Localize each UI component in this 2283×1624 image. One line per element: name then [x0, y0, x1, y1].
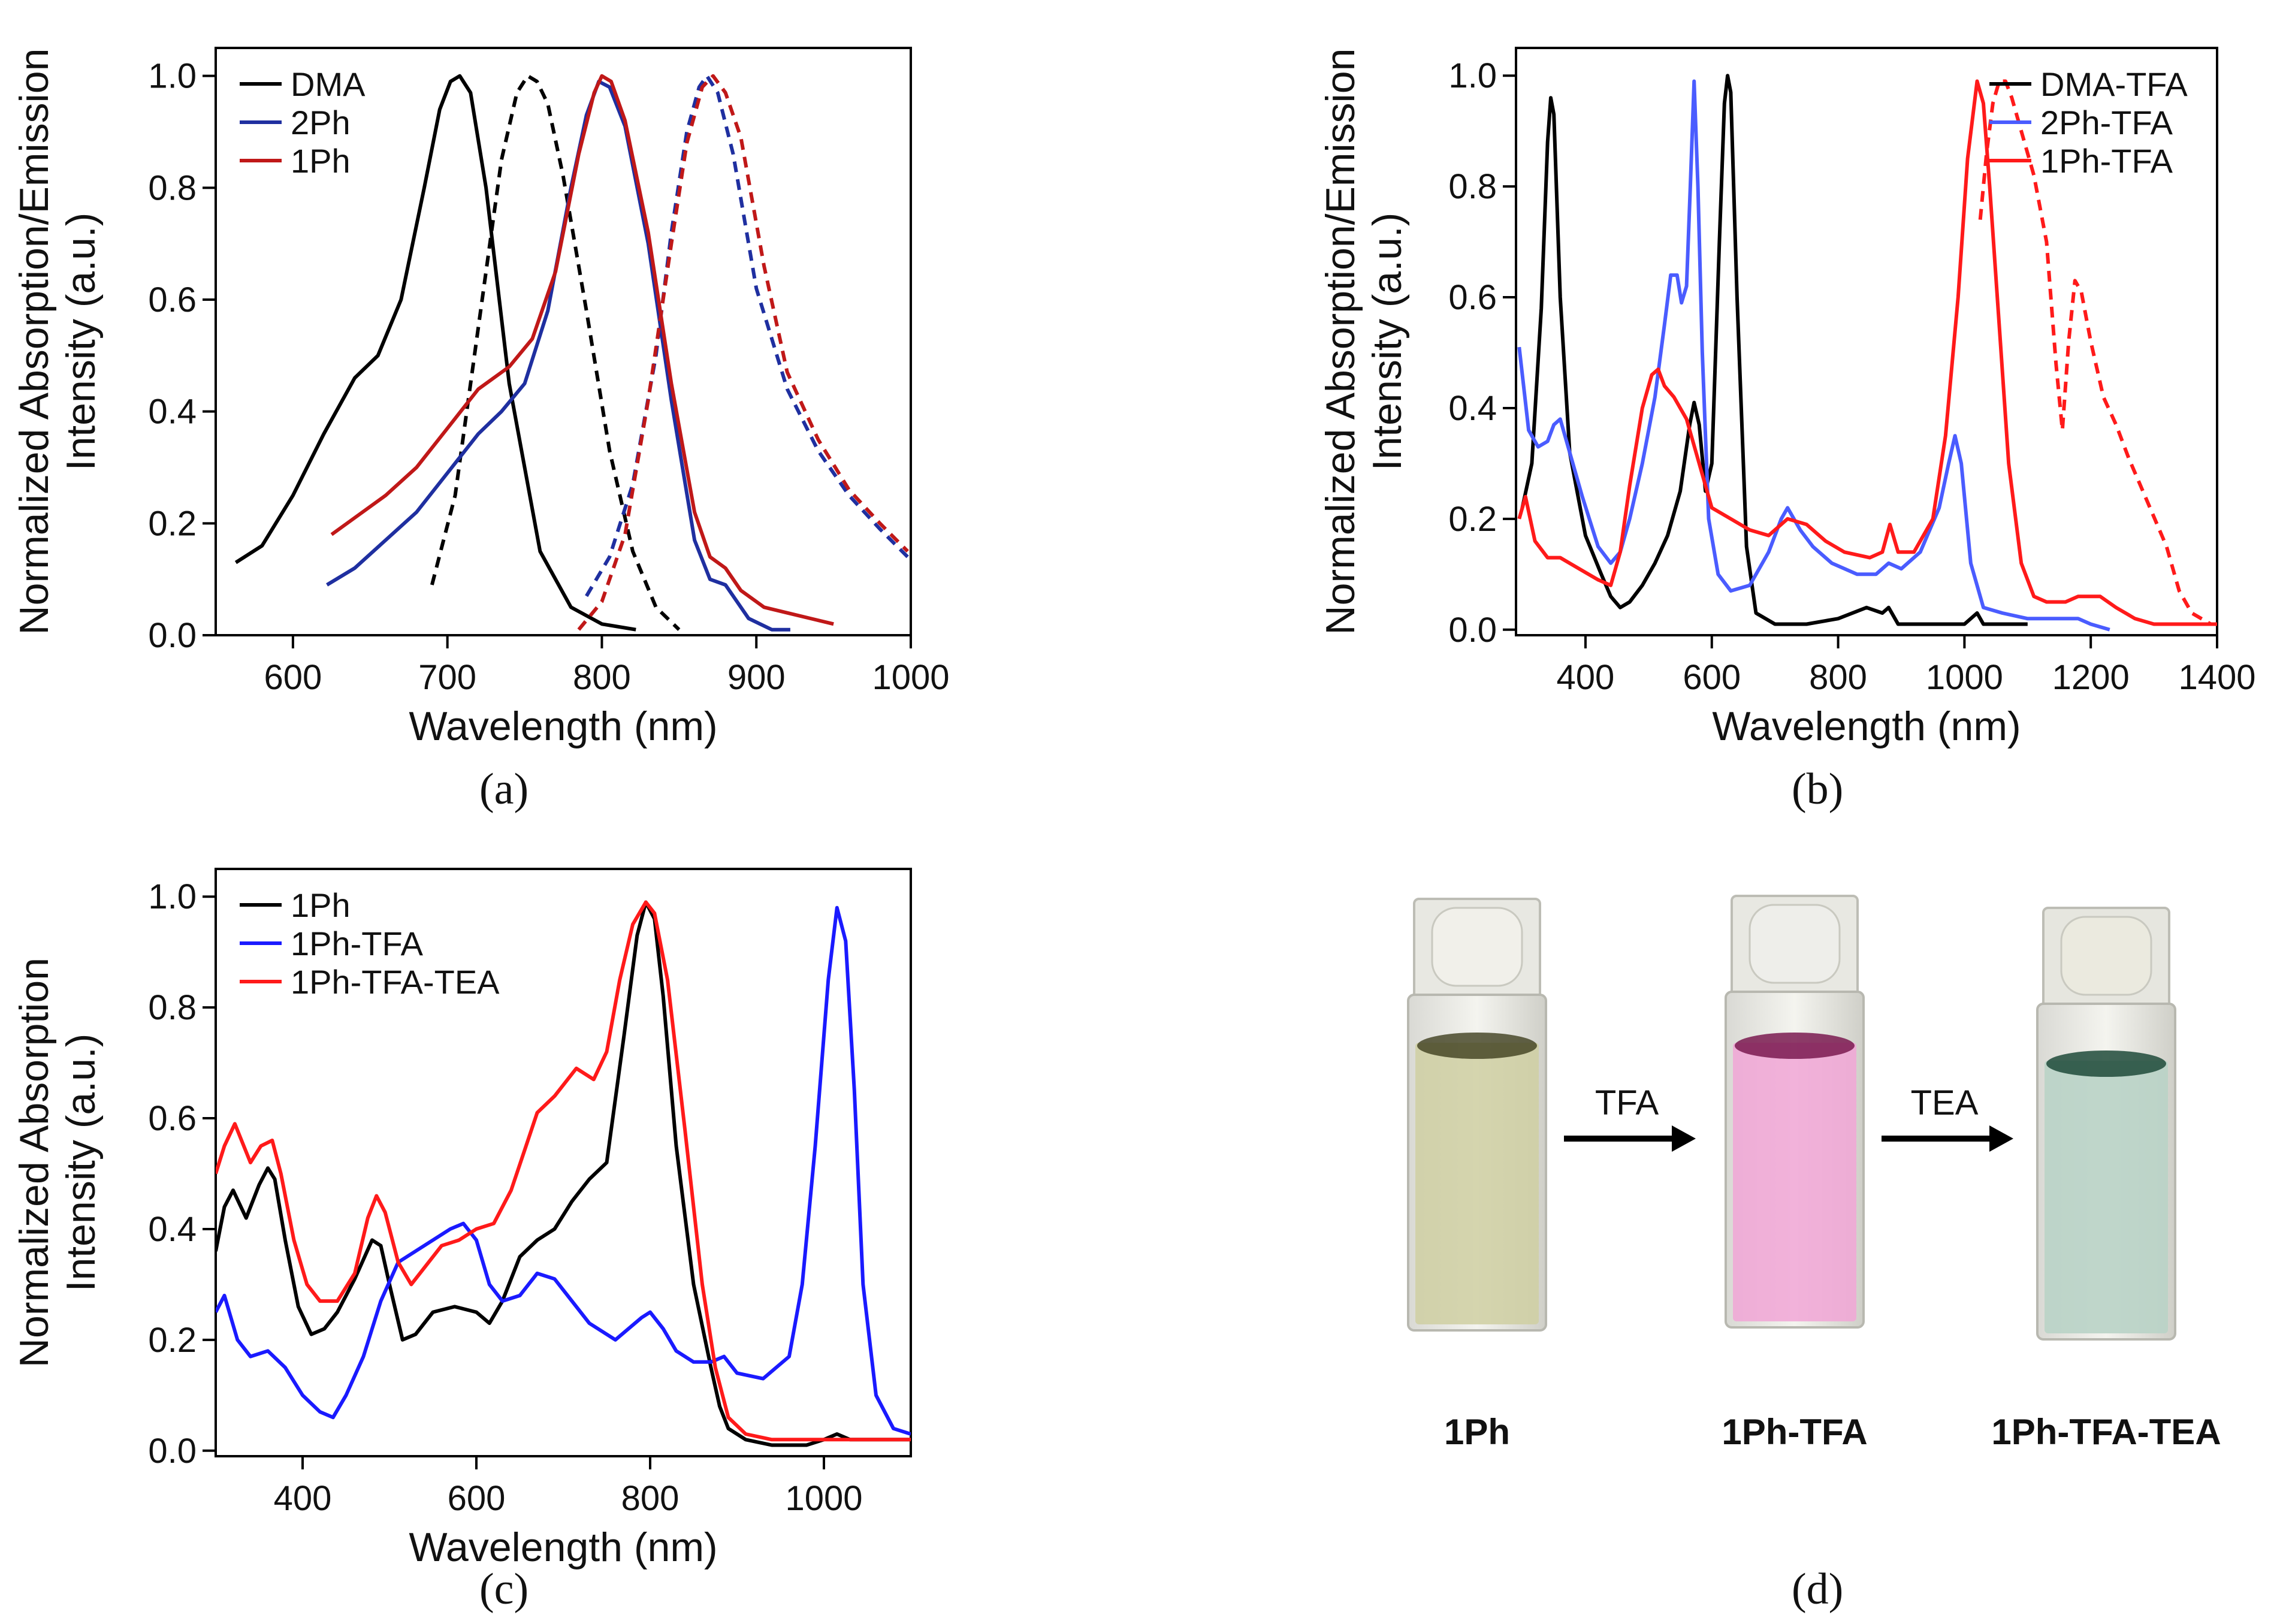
y-axis-label: Intensity (a.u.) [58, 213, 104, 471]
series-line-2ph [326, 80, 790, 632]
x-tick-label: 400 [274, 1479, 332, 1518]
series-line-dma [234, 74, 636, 632]
y-axis-label: Normalized Absorption/Emission [1318, 49, 1363, 635]
chart-panel-b: 400 600 800 1000 1200 1400 0.0 0.2 0.4 0.6 0.8 1.0 W… [1318, 47, 2256, 749]
series-line-1ph-tfa [216, 905, 911, 1436]
cuvette-1ph [1407, 898, 1547, 1332]
legend-label: 1Ph-TFA [291, 925, 424, 962]
x-tick-label: 700 [418, 658, 476, 697]
legend-label: 1Ph-TFA-TEA [291, 963, 500, 1001]
cuvette-photo: TFA TEA 1Ph 1Ph-TFA 1Ph-TFA-TEA [1407, 895, 2221, 1452]
panel-label-a: (a) [479, 765, 529, 814]
x-tick-label: 1400 [2178, 658, 2255, 697]
panel-label-c: (c) [479, 1565, 529, 1614]
legend-label: 1Ph [291, 142, 351, 180]
x-tick-label: 600 [264, 658, 322, 697]
y-tick-label: 0.8 [148, 168, 197, 207]
x-axis-label: Wavelength (nm) [409, 704, 717, 749]
arrow-label-tfa: TFA [1595, 1083, 1659, 1122]
x-tick-label: 1000 [785, 1479, 862, 1518]
series-line-1ph [216, 900, 911, 1447]
legend-label: DMA-TFA [2040, 65, 2188, 103]
y-tick-label: 0.6 [1448, 278, 1497, 317]
arrow-tfa [1564, 1125, 1696, 1152]
cuvette-label-1ph: 1Ph [1444, 1412, 1510, 1452]
y-axis-label: Intensity (a.u.) [58, 1034, 104, 1292]
y-axis-label: Intensity (a.u.) [1364, 213, 1410, 471]
legend-label: DMA [291, 65, 366, 103]
x-tick-label: 1000 [1926, 658, 2003, 697]
x-axis-label: Wavelength (nm) [1712, 704, 2021, 749]
y-tick-label: 0.8 [148, 988, 197, 1027]
solution-1ph-tfa-tea [2045, 1061, 2168, 1333]
x-tick-label: 800 [1809, 658, 1867, 697]
x-tick-label: 1200 [2052, 658, 2130, 697]
cuvette-1ph-tfa [1725, 895, 1865, 1329]
cuvette-1ph-tfa-tea [2036, 907, 2176, 1341]
x-tick-label: 400 [1557, 658, 1615, 697]
series-line-1ph [330, 74, 834, 626]
solution-1ph [1415, 1043, 1539, 1324]
y-tick-label: 1.0 [1448, 56, 1497, 95]
series-line-1ph-tfa-emission [1978, 79, 2212, 626]
x-tick-label: 800 [573, 658, 631, 697]
y-tick-label: 0.4 [148, 1210, 197, 1249]
legend-label: 2Ph [291, 104, 351, 141]
plot-frame [215, 868, 912, 1457]
y-tick-label: 1.0 [148, 877, 197, 916]
cuvette-label-1ph-tfa: 1Ph-TFA [1722, 1412, 1867, 1452]
y-axis-label: Normalized Absorption [11, 958, 57, 1368]
x-tick-label: 600 [448, 1479, 506, 1518]
series-line-1ph-tfa-tea [216, 900, 911, 1442]
y-tick-label: 0.2 [148, 1321, 197, 1360]
legend-label: 2Ph-TFA [2040, 104, 2173, 141]
series-line-2ph-tfa [1517, 79, 2110, 632]
y-tick-label: 0.6 [148, 280, 197, 319]
y-tick-label: 0.0 [148, 616, 197, 655]
y-tick-label: 0.0 [1448, 611, 1497, 650]
arrow-tea [1882, 1125, 2013, 1152]
arrow-label-tea: TEA [1911, 1083, 1979, 1122]
panel-label-b: (b) [1792, 765, 1844, 814]
panel-label-d: (d) [1792, 1565, 1844, 1614]
series-line-dma-emission [430, 74, 681, 631]
x-axis-label: Wavelength (nm) [409, 1525, 717, 1570]
legend-label: 1Ph [291, 886, 351, 924]
y-tick-label: 0.0 [148, 1432, 197, 1471]
chart-panel-a: 600 700 800 900 1000 0.0 0.2 0.4 0.6 0.8 1.0 Wavele… [11, 47, 950, 749]
series-line-2ph-emission [585, 74, 909, 597]
y-tick-label: 0.2 [1448, 500, 1497, 539]
chart-panel-c: 400 600 800 1000 0.0 0.2 0.4 0.6 0.8 1.0 Wavelengt… [11, 868, 912, 1570]
y-tick-label: 0.4 [1448, 389, 1497, 428]
cuvette-label-1ph-tfa-tea: 1Ph-TFA-TEA [1991, 1412, 2221, 1452]
plot-frame [1515, 47, 2218, 636]
series-line-1ph-tfa [1517, 79, 2217, 626]
y-tick-label: 1.0 [148, 57, 197, 96]
solution-1ph-tfa [1733, 1043, 1856, 1321]
x-tick-label: 900 [727, 658, 786, 697]
series-line-1ph-emission [577, 74, 909, 631]
x-tick-label: 600 [1683, 658, 1741, 697]
y-tick-label: 0.6 [148, 1099, 197, 1138]
y-axis-label: Normalized Absorption/Emission [11, 49, 57, 635]
x-tick-label: 800 [621, 1479, 680, 1518]
x-tick-label: 1000 [872, 658, 949, 697]
y-tick-label: 0.2 [148, 504, 197, 543]
legend-label: 1Ph-TFA [2040, 142, 2173, 180]
y-tick-label: 0.8 [1448, 167, 1497, 206]
y-tick-label: 0.4 [148, 393, 197, 431]
plot-frame [215, 47, 912, 636]
